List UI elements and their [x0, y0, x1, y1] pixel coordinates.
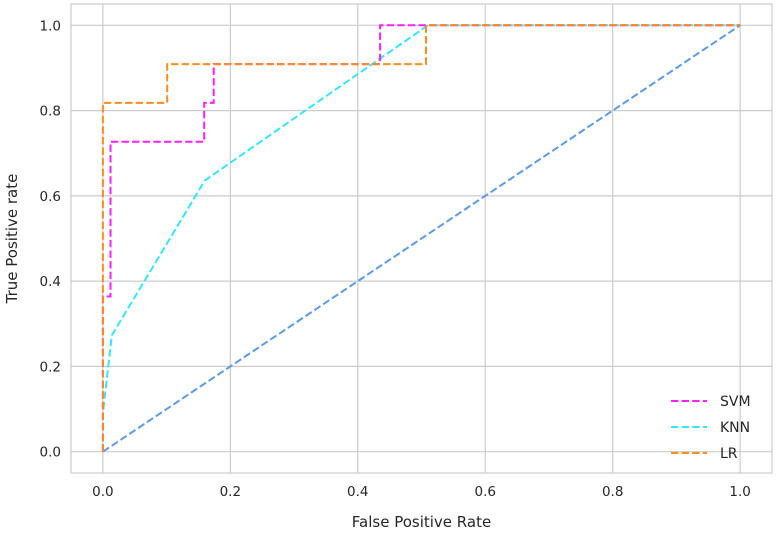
series-lines [101, 24, 741, 453]
legend-label-knn: KNN [720, 420, 750, 436]
x-tick-label: 0.0 [92, 484, 113, 500]
grid [71, 4, 772, 473]
y-tick-label: 0.8 [40, 104, 61, 120]
y-tick-label: 0.2 [40, 359, 61, 375]
plot-frame [70, 3, 773, 474]
tick-labels: 0.0 0.2 0.4 0.6 0.8 1.0 0.0 0.2 0.4 0.6 0.8 1.0 [40, 18, 751, 500]
x-tick-label: 1.0 [729, 484, 750, 500]
legend-label-svm: SVM [720, 394, 751, 410]
x-axis-label: False Positive Rate [352, 513, 491, 531]
y-tick-label: 0.4 [40, 274, 61, 290]
y-tick-label: 0.6 [40, 189, 61, 205]
x-tick-label: 0.4 [347, 484, 368, 500]
y-tick-label: 1.0 [40, 18, 61, 34]
series-line-lr [101, 24, 741, 452]
x-tick-label: 0.2 [220, 484, 241, 500]
x-tick-label: 0.6 [474, 484, 495, 500]
legend-label-lr: LR [720, 446, 738, 462]
legend: SVM KNN LR [671, 394, 751, 462]
chance-diagonal-line [102, 24, 741, 453]
series-line-svm [101, 24, 741, 452]
y-axis-label: True Positive rate [3, 174, 21, 305]
y-tick-label: 0.0 [40, 445, 61, 461]
x-tick-label: 0.8 [602, 484, 623, 500]
